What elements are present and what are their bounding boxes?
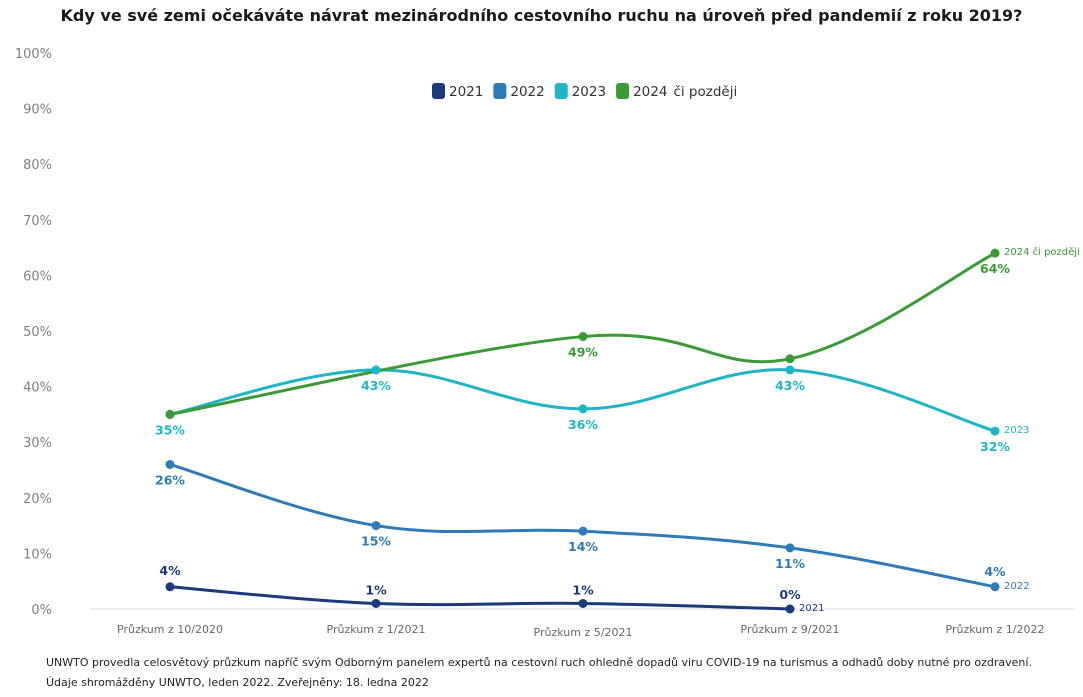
data-point-2021 [371, 598, 381, 608]
series-line-2021 [168, 585, 792, 611]
data-label-2022: 4% [984, 564, 1006, 579]
data-label-2024: 49% [568, 345, 598, 360]
end-label-2023: 2023 [1004, 425, 1029, 436]
y-tick-label: 30% [23, 436, 52, 451]
data-point-2023 [785, 365, 795, 375]
data-label-2023: 36% [568, 417, 598, 432]
y-tick-label: 0% [31, 603, 52, 618]
data-point-2021 [165, 582, 175, 592]
footnote-date: Údaje shromážděny UNWTO, leden 2022. Zve… [46, 676, 429, 689]
data-labels: 4% 1% 1% 0%2021 26% 15% 14% 11% 4% 2022 35% 43% 36% 4… [155, 246, 1080, 614]
y-tick-label: 80% [23, 158, 52, 173]
data-point-2022 [578, 526, 588, 536]
end-label-2021: 2021 [799, 603, 824, 614]
series-line-2022 [168, 462, 997, 589]
data-point-2022 [165, 459, 175, 469]
data-point-2022 [785, 543, 795, 553]
data-label-2021: 1% [365, 582, 387, 597]
x-tick-label: Průzkum z 9/2021 [741, 623, 840, 636]
data-point-2022 [990, 582, 1000, 592]
y-tick-label: 40% [23, 381, 52, 396]
data-point-2024 [165, 409, 175, 419]
data-point-2021 [578, 598, 588, 608]
data-point-2024 [578, 332, 588, 342]
legend-label-2023: 2023 [572, 84, 606, 100]
y-tick-label: 90% [23, 103, 52, 118]
data-label-2024: 64% [980, 261, 1010, 276]
legend-label-2024: 2024 [633, 84, 667, 100]
end-label-2024: 2024 či později [1004, 246, 1080, 258]
data-point-2024 [990, 248, 1000, 258]
data-label-2023: 35% [155, 422, 185, 437]
y-tick-label: 50% [23, 325, 52, 340]
data-label-2023: 32% [980, 439, 1010, 454]
data-label-2021: 1% [572, 582, 594, 597]
x-tick-label: Průzkum z 1/2022 [946, 623, 1045, 636]
data-point-2023 [371, 365, 381, 375]
data-label-2022: 15% [361, 534, 391, 549]
data-point-2021 [785, 604, 795, 614]
data-point-2023 [990, 426, 1000, 436]
legend-swatch-2022 [493, 83, 507, 99]
y-tick-label: 20% [23, 492, 52, 507]
data-point-2024 [785, 354, 795, 364]
data-label-2022: 26% [155, 472, 185, 487]
y-tick-label: 70% [23, 214, 52, 229]
legend: 2021 2022 2023 2024 či později [432, 83, 737, 100]
legend-label-2022: 2022 [510, 84, 544, 100]
data-label-2022: 14% [568, 539, 598, 554]
legend-suffix: či později [673, 84, 737, 100]
legend-label-2021: 2021 [449, 84, 483, 100]
data-label-2023: 43% [775, 378, 805, 393]
data-label-2021: 4% [159, 563, 181, 578]
chart-title: Kdy ve své zemi očekáváte návrat mezinár… [60, 6, 1023, 25]
y-tick-label: 100% [15, 47, 52, 62]
legend-swatch-2024 [616, 83, 630, 99]
end-label-2022: 2022 [1004, 581, 1029, 592]
y-tick-label: 60% [23, 269, 52, 284]
data-point-2023 [578, 404, 588, 414]
x-tick-label: Průzkum z 1/2021 [327, 623, 426, 636]
series-line-2024 [168, 251, 997, 416]
legend-swatch-2021 [432, 83, 445, 99]
x-tick-label: Průzkum z 10/2020 [117, 623, 223, 636]
data-label-2023: 43% [361, 378, 391, 393]
footnote-source: UNWTO provedla celosvětový průzkum napří… [46, 656, 1032, 669]
axis-layer: 0% 10% 20% 30% 40% 50% 60% 70% 80% 90% 100% Průzkum… [15, 47, 1075, 639]
data-label-2022: 11% [775, 556, 805, 571]
y-tick-label: 10% [23, 547, 52, 562]
x-tick-label: Průzkum z 5/2021 [534, 626, 633, 639]
data-label-2021: 0% [779, 587, 801, 602]
data-point-2022 [371, 521, 381, 531]
series-points [165, 248, 1000, 614]
legend-swatch-2023 [554, 83, 568, 99]
